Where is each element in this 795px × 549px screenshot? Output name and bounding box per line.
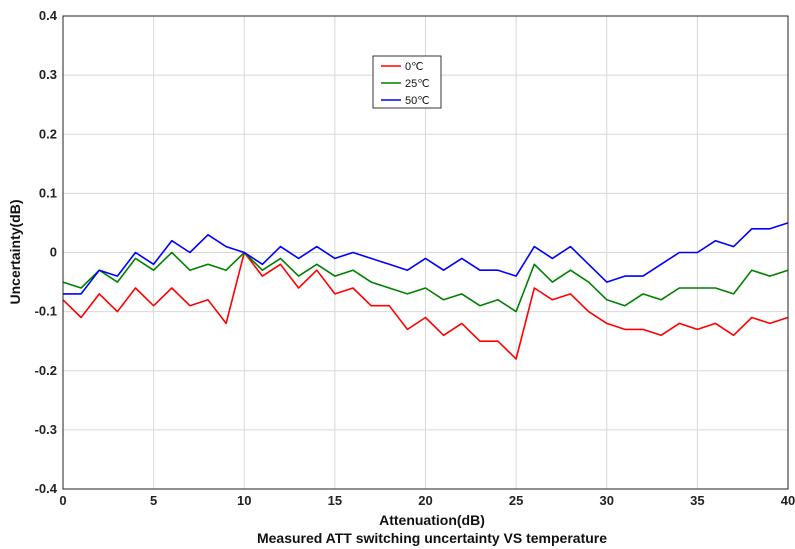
series-layer <box>62 222 789 360</box>
x-tick-labels: 0 5 10 15 20 25 30 35 40 <box>59 493 795 508</box>
legend-label-1: 25℃ <box>405 78 430 90</box>
chart-title: Measured ATT switching uncertainty VS te… <box>257 530 607 546</box>
x-tick-label: 5 <box>150 493 157 508</box>
y-tick-label: -0.1 <box>35 304 57 319</box>
y-tick-label: 0.4 <box>39 8 58 23</box>
series-line-1 <box>62 251 789 313</box>
series-line-0 <box>62 251 789 360</box>
y-tick-label: -0.4 <box>35 481 58 496</box>
x-tick-label: 20 <box>418 493 432 508</box>
y-tick-label: 0.2 <box>39 126 57 141</box>
x-axis-label: Attenuation(dB) <box>379 512 485 528</box>
x-tick-label: 30 <box>600 493 614 508</box>
legend: 0℃ 25℃ 50℃ <box>372 55 442 109</box>
y-tick-label: -0.2 <box>35 363 57 378</box>
x-tick-label: 0 <box>59 493 66 508</box>
y-tick-label: -0.3 <box>35 422 57 437</box>
y-tick-labels: -0.4 -0.3 -0.2 -0.1 0 0.1 0.2 0.3 0.4 <box>35 8 58 496</box>
x-tick-label: 25 <box>509 493 523 508</box>
y-tick-label: 0 <box>50 245 57 260</box>
y-tick-label: 0.1 <box>39 185 57 200</box>
series-line-2 <box>63 222 789 295</box>
x-tick-label: 15 <box>328 493 342 508</box>
x-tick-label: 40 <box>781 493 795 508</box>
x-tick-label: 10 <box>237 493 251 508</box>
x-tick-label: 35 <box>690 493 704 508</box>
y-tick-label: 0.3 <box>39 67 57 82</box>
plot-frame <box>62 15 789 490</box>
legend-label-2: 50℃ <box>405 95 430 107</box>
legend-label-0: 0℃ <box>405 61 423 73</box>
y-axis-label: Uncertainty(dB) <box>7 199 23 304</box>
